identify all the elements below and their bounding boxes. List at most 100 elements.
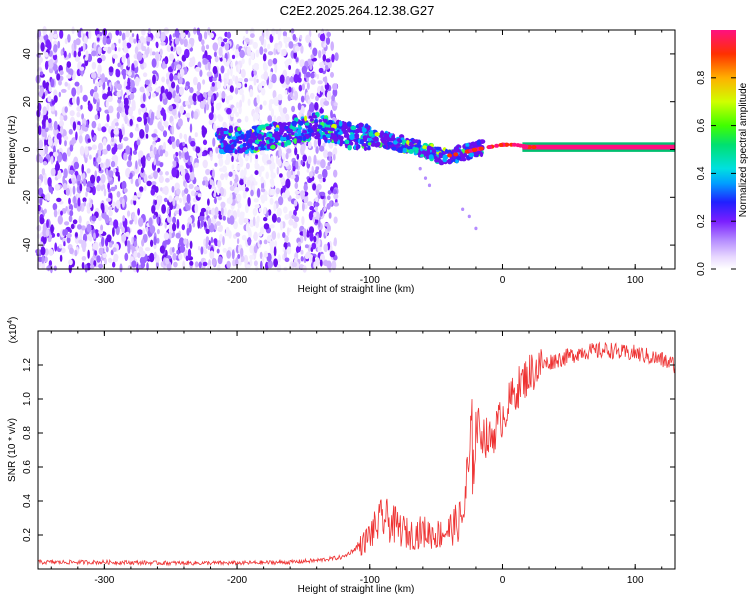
noise-cell — [320, 159, 326, 169]
noise-cell — [243, 167, 247, 177]
noise-cell — [115, 69, 121, 78]
signal-cell — [337, 131, 343, 135]
noise-cell — [209, 250, 215, 259]
noise-cell — [149, 252, 155, 263]
noise-cell — [227, 95, 234, 101]
noise-cell — [231, 249, 235, 260]
noise-cell — [261, 256, 265, 263]
y-tick-label: -40 — [22, 237, 33, 252]
signal-cell — [268, 138, 274, 142]
noise-cell — [214, 196, 217, 204]
signal-cell — [274, 139, 279, 144]
noise-cell — [47, 177, 52, 187]
noise-cell — [203, 31, 208, 40]
noise-cell — [277, 93, 283, 101]
noise-cell — [286, 227, 290, 237]
noise-cell — [232, 74, 236, 82]
noise-cell — [279, 173, 283, 178]
noise-cell — [96, 255, 101, 263]
x-tick-label: -300 — [94, 275, 114, 286]
noise-cell — [134, 126, 140, 132]
noise-cell — [235, 101, 240, 109]
signal-cell — [309, 118, 314, 122]
noise-cell — [84, 263, 88, 273]
noise-cell — [117, 98, 122, 104]
noise-cell — [178, 77, 183, 85]
noise-cell — [320, 191, 326, 197]
noise-cell — [192, 222, 196, 228]
noise-cell — [164, 121, 169, 128]
noise-cell — [256, 215, 260, 224]
noise-cell — [119, 222, 123, 230]
noise-cell — [285, 42, 288, 49]
noise-cell — [79, 66, 85, 71]
signal-cell — [308, 115, 313, 119]
noise-cell — [260, 80, 266, 87]
noise-cell — [74, 249, 78, 257]
noise-cell — [72, 185, 76, 195]
noise-cell — [238, 216, 244, 226]
x-tick-label: -200 — [227, 275, 247, 286]
noise-cell — [69, 110, 75, 117]
noise-cell — [76, 85, 81, 96]
signal-cell — [408, 141, 413, 146]
signal-cell — [400, 137, 405, 141]
noise-cell — [82, 42, 86, 52]
noise-cell — [122, 215, 126, 222]
noise-cell — [292, 165, 296, 172]
noise-cell — [110, 186, 116, 192]
signal-cell — [331, 134, 337, 139]
noise-cell — [77, 121, 81, 126]
noise-cell — [73, 202, 78, 209]
noise-cell — [110, 160, 116, 168]
noise-cell — [86, 223, 92, 233]
noise-cell — [190, 155, 193, 163]
noise-cell — [315, 189, 320, 196]
y-tick-label: 1.0 — [22, 392, 33, 406]
noise-cell — [98, 247, 104, 255]
noise-cell — [294, 147, 298, 156]
noise-cell — [56, 73, 61, 81]
noise-cell — [89, 154, 92, 160]
noise-cell — [230, 112, 235, 118]
noise-cell — [80, 69, 84, 77]
noise-cell — [153, 158, 157, 166]
noise-cell — [305, 71, 311, 78]
noise-cell — [315, 146, 319, 154]
noise-cell — [101, 236, 105, 247]
noise-cell — [218, 102, 222, 109]
signal-cell — [338, 120, 343, 127]
signal-cell — [296, 129, 302, 134]
snr-background — [38, 331, 675, 569]
noise-cell — [151, 205, 156, 214]
noise-cell — [305, 34, 311, 44]
noise-cell — [155, 87, 161, 93]
noise-cell — [83, 178, 87, 187]
noise-cell — [148, 217, 153, 227]
signal-cell — [290, 131, 295, 136]
noise-cell — [64, 140, 67, 147]
noise-cell — [141, 29, 146, 36]
noise-cell — [317, 246, 322, 252]
noise-cell — [325, 165, 331, 170]
noise-cell — [97, 57, 103, 64]
x-tick-label: 0 — [500, 275, 506, 286]
noise-cell — [224, 43, 230, 51]
noise-cell — [157, 167, 161, 173]
peak-cell — [511, 142, 517, 147]
signal-cell — [375, 141, 381, 147]
signal-cell — [223, 134, 226, 138]
noise-cell — [53, 44, 58, 53]
noise-cell — [246, 46, 251, 57]
signal-cell — [265, 126, 272, 131]
snr-frame — [37, 330, 676, 570]
noise-cell — [84, 56, 89, 61]
signal-cell — [286, 135, 290, 141]
noise-cell — [256, 188, 261, 198]
noise-cell — [310, 54, 315, 59]
noise-cell — [190, 171, 195, 181]
colorbar-ticks: 0.0 0.2 0.4 0.6 0.8 — [696, 70, 736, 276]
noise-cell — [44, 90, 48, 96]
signal-cell — [346, 121, 352, 127]
